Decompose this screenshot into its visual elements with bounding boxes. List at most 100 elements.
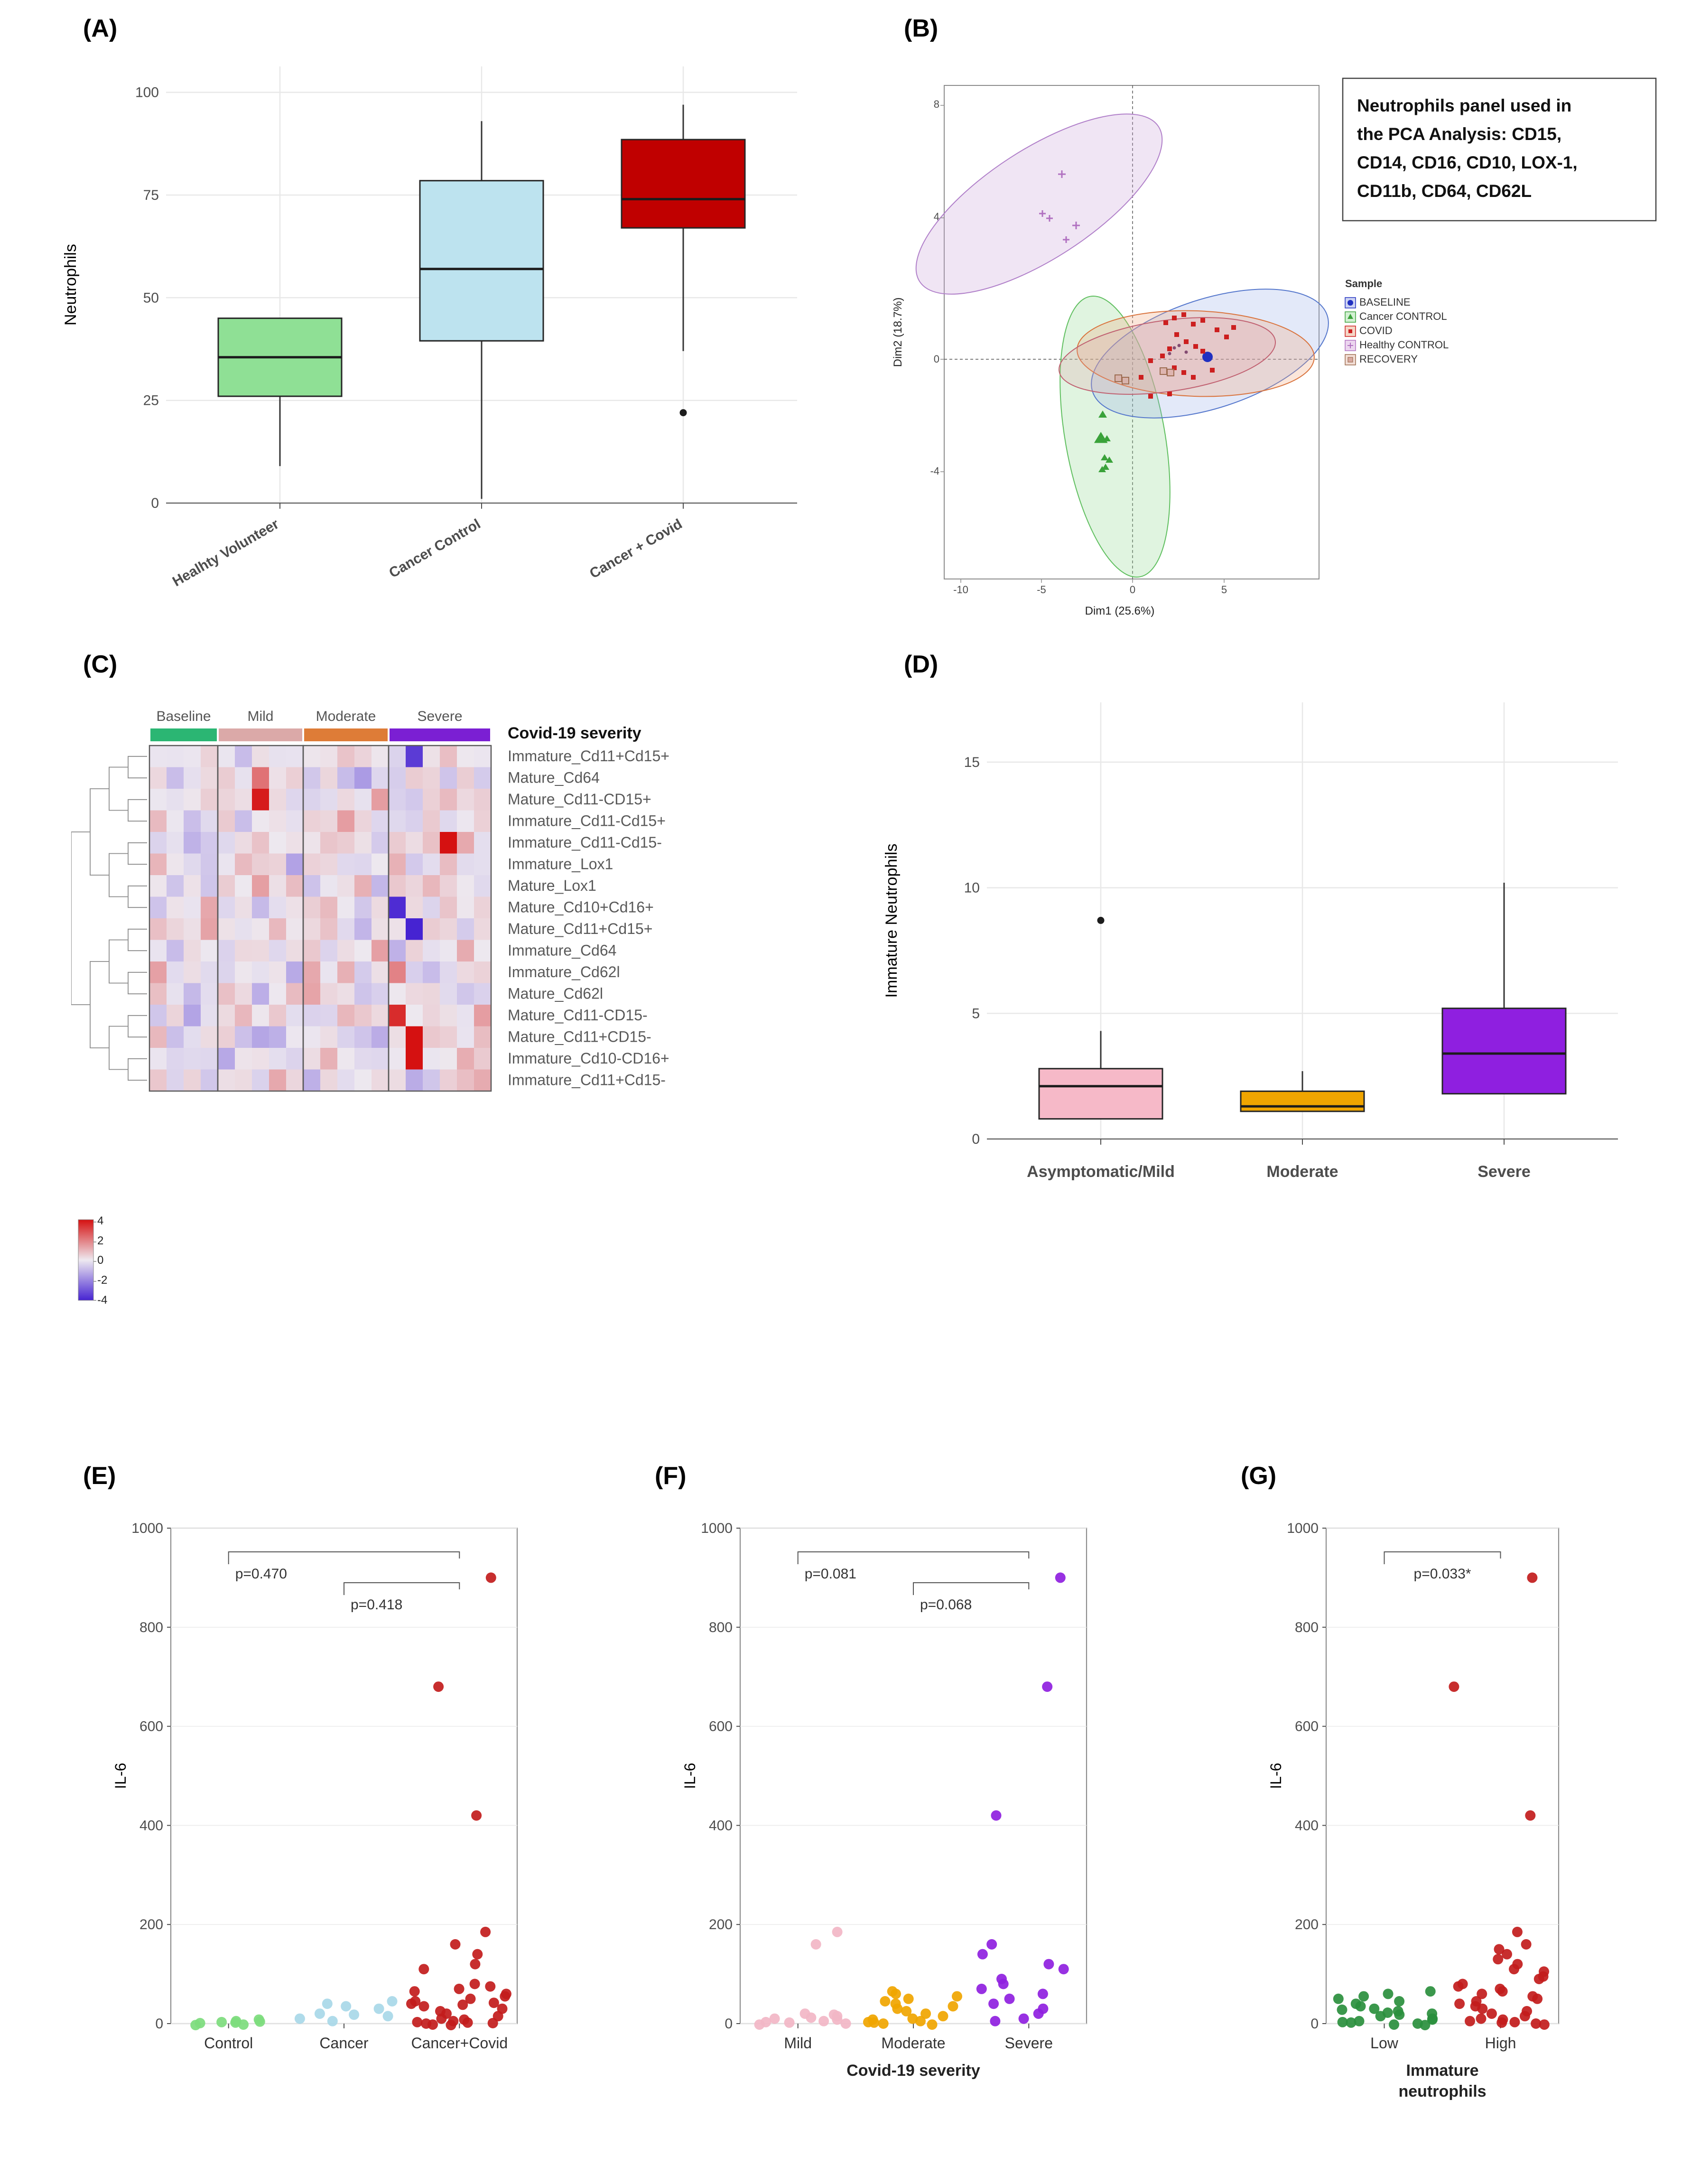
svg-text:Severe: Severe (417, 709, 462, 724)
svg-text:High: High (1485, 2035, 1516, 2052)
svg-text:4: 4 (97, 1215, 103, 1227)
svg-text:BASELINE: BASELINE (1359, 296, 1411, 308)
svg-text:Asymptomatic/Mild: Asymptomatic/Mild (1027, 1163, 1175, 1181)
svg-text:p=0.081: p=0.081 (805, 1566, 856, 1582)
svg-text:200: 200 (139, 1917, 163, 1932)
svg-text:-5: -5 (1037, 584, 1046, 596)
svg-text:600: 600 (1295, 1719, 1319, 1735)
svg-text:15: 15 (964, 755, 980, 770)
svg-text:Low: Low (1370, 2035, 1399, 2052)
svg-text:Mature_Cd10+Cd16+: Mature_Cd10+Cd16+ (508, 898, 654, 915)
svg-text:0: 0 (151, 495, 159, 511)
svg-text:Control: Control (204, 2035, 253, 2052)
svg-text:10: 10 (964, 880, 980, 896)
svg-text:8: 8 (934, 98, 939, 110)
svg-text:0: 0 (97, 1254, 103, 1267)
svg-text:Cancer+Covid: Cancer+Covid (411, 2035, 508, 2052)
svg-text:Immature_Cd64: Immature_Cd64 (508, 942, 616, 959)
svg-text:Neutrophils panel used in: Neutrophils panel used in (1357, 96, 1571, 115)
svg-text:800: 800 (709, 1620, 733, 1635)
svg-text:Immature_Cd11+Cd15+: Immature_Cd11+Cd15+ (508, 747, 669, 765)
svg-text:Mild: Mild (247, 709, 273, 724)
svg-text:IL-6: IL-6 (1267, 1763, 1284, 1789)
svg-text:neutrophils: neutrophils (1398, 2082, 1486, 2100)
svg-text:Cancer: Cancer (319, 2035, 369, 2052)
svg-text:Mature_Cd11-CD15-: Mature_Cd11-CD15- (508, 1007, 648, 1024)
svg-text:Mature_Cd62l: Mature_Cd62l (508, 985, 603, 1002)
svg-text:800: 800 (1295, 1620, 1319, 1635)
svg-text:-4: -4 (930, 465, 939, 477)
svg-text:0: 0 (1130, 584, 1135, 596)
svg-text:50: 50 (143, 290, 159, 306)
svg-text:p=0.470: p=0.470 (235, 1566, 287, 1582)
svg-text:Cancer + Covid: Cancer + Covid (587, 516, 685, 581)
svg-text:Mature_Cd11+CD15-: Mature_Cd11+CD15- (508, 1028, 651, 1045)
svg-text:Dim2 (18.7%): Dim2 (18.7%) (892, 298, 904, 367)
svg-text:Covid-19 severity: Covid-19 severity (846, 2062, 980, 2080)
svg-text:IL-6: IL-6 (112, 1763, 129, 1789)
svg-text:RECOVERY: RECOVERY (1359, 353, 1418, 365)
svg-text:Immature_Cd11+Cd15-: Immature_Cd11+Cd15- (508, 1071, 666, 1088)
svg-text:Immature_Cd62l: Immature_Cd62l (508, 963, 620, 980)
svg-text:1000: 1000 (131, 1521, 163, 1536)
svg-text:-2: -2 (97, 1274, 107, 1287)
svg-text:1000: 1000 (1287, 1521, 1319, 1536)
svg-text:0: 0 (725, 2016, 733, 2032)
svg-text:25: 25 (143, 393, 159, 409)
svg-text:Mature_Cd64: Mature_Cd64 (508, 769, 600, 786)
svg-text:Immature: Immature (1406, 2062, 1478, 2080)
svg-text:p=0.418: p=0.418 (351, 1597, 402, 1613)
svg-text:CD11b, CD64, CD62L: CD11b, CD64, CD62L (1357, 181, 1532, 201)
svg-text:5: 5 (972, 1006, 980, 1021)
svg-text:Moderate: Moderate (1266, 1163, 1338, 1181)
svg-text:CD14, CD16, CD10, LOX-1,: CD14, CD16, CD10, LOX-1, (1357, 153, 1578, 172)
svg-text:Mature_Cd11-CD15+: Mature_Cd11-CD15+ (508, 791, 651, 808)
svg-text:Immature Neutrophils: Immature Neutrophils (883, 843, 901, 998)
svg-text:0: 0 (155, 2016, 163, 2032)
svg-text:Moderate: Moderate (316, 709, 376, 724)
svg-text:p=0.033*: p=0.033* (1414, 1566, 1471, 1582)
svg-text:Immature_Cd10-CD16+: Immature_Cd10-CD16+ (508, 1050, 669, 1067)
svg-text:Cancer CONTROL: Cancer CONTROL (1359, 310, 1447, 322)
svg-text:0: 0 (934, 353, 939, 365)
svg-text:1000: 1000 (701, 1521, 733, 1536)
svg-text:-4: -4 (97, 1294, 107, 1307)
svg-text:400: 400 (1295, 1818, 1319, 1833)
svg-text:600: 600 (139, 1719, 163, 1735)
svg-text:100: 100 (135, 85, 159, 101)
svg-text:Immature_Lox1: Immature_Lox1 (508, 855, 613, 872)
svg-text:Covid-19 severity: Covid-19 severity (508, 724, 641, 742)
svg-text:0: 0 (1310, 2016, 1319, 2032)
svg-text:Moderate: Moderate (881, 2035, 945, 2052)
svg-text:75: 75 (143, 187, 159, 203)
svg-text:Cancer Control: Cancer Control (386, 516, 483, 581)
svg-text:400: 400 (709, 1818, 733, 1833)
svg-text:200: 200 (1295, 1917, 1319, 1932)
svg-text:600: 600 (709, 1719, 733, 1735)
svg-text:-10: -10 (953, 584, 968, 596)
svg-text:Baseline: Baseline (156, 709, 211, 724)
svg-text:4: 4 (934, 211, 939, 223)
svg-text:800: 800 (139, 1620, 163, 1635)
svg-text:Mature_Cd11+Cd15+: Mature_Cd11+Cd15+ (508, 920, 652, 937)
svg-text:Immature_Cd11-Cd15+: Immature_Cd11-Cd15+ (508, 812, 666, 829)
svg-text:COVID: COVID (1359, 325, 1393, 336)
svg-text:0: 0 (972, 1131, 980, 1147)
svg-text:Severe: Severe (1478, 1163, 1531, 1181)
svg-text:200: 200 (709, 1917, 733, 1932)
svg-text:the PCA Analysis: CD15,: the PCA Analysis: CD15, (1357, 124, 1561, 144)
svg-text:Immature_Cd11-Cd15-: Immature_Cd11-Cd15- (508, 834, 662, 851)
svg-text:Neutrophils: Neutrophils (62, 244, 80, 326)
svg-text:Healthy CONTROL: Healthy CONTROL (1359, 339, 1449, 351)
svg-text:5: 5 (1221, 584, 1227, 596)
svg-text:Dim1 (25.6%): Dim1 (25.6%) (1085, 605, 1155, 617)
svg-text:p=0.068: p=0.068 (920, 1597, 972, 1613)
svg-text:Mild: Mild (784, 2035, 812, 2052)
svg-text:IL-6: IL-6 (681, 1763, 698, 1789)
svg-text:Severe: Severe (1005, 2035, 1053, 2052)
svg-text:Mature_Lox1: Mature_Lox1 (508, 877, 596, 894)
svg-text:400: 400 (139, 1818, 163, 1833)
svg-text:Sample: Sample (1345, 278, 1382, 289)
svg-text:2: 2 (97, 1234, 103, 1247)
svg-text:Healhty Volunteer: Healhty Volunteer (170, 516, 282, 589)
